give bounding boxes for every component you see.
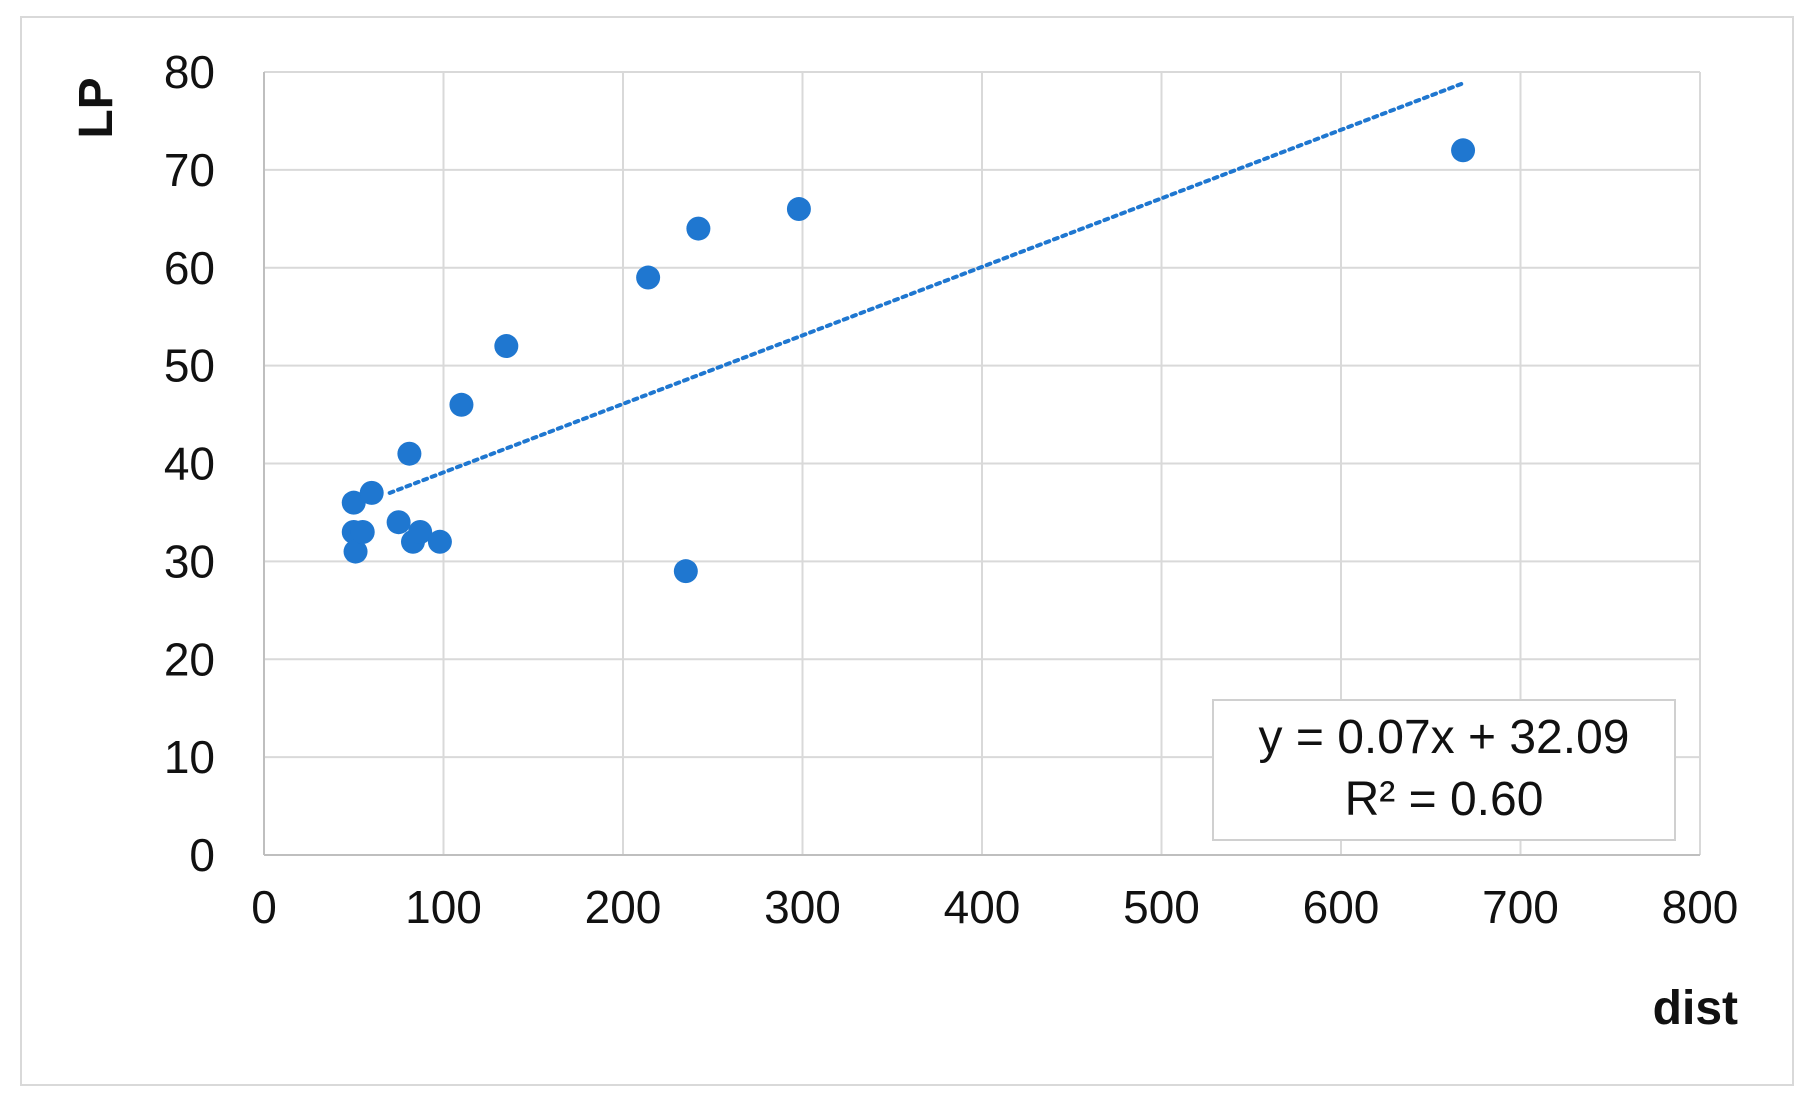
x-axis-title: dist	[1653, 982, 1738, 1035]
x-tick-label: 200	[585, 881, 662, 933]
x-tick-label: 700	[1482, 881, 1559, 933]
x-tick-label: 800	[1662, 881, 1739, 933]
x-tick-label: 300	[764, 881, 841, 933]
data-point	[386, 510, 411, 535]
x-tick-label: 0	[251, 881, 277, 933]
tick-labels: 0 100 200 300 400 500 600 700 800 0 10 20 30 40 50 60 70…	[164, 46, 1739, 933]
data-point	[341, 490, 366, 515]
y-tick-label: 30	[164, 535, 215, 587]
data-point	[449, 392, 474, 417]
y-tick-label: 70	[164, 144, 215, 196]
y-tick-label: 0	[189, 829, 215, 881]
y-tick-label: 80	[164, 46, 215, 98]
data-points	[341, 138, 1476, 584]
trendline-equation-box: y = 0.07x + 32.09 R² = 0.60	[1212, 699, 1676, 841]
trendline-layer	[387, 81, 1466, 495]
trendline-equation: y = 0.07x + 32.09	[1259, 711, 1630, 764]
y-tick-label: 50	[164, 340, 215, 392]
y-tick-label: 60	[164, 242, 215, 294]
x-tick-label: 500	[1123, 881, 1200, 933]
data-point	[636, 265, 661, 290]
data-point	[786, 197, 811, 222]
trendline-r-squared: R² = 0.60	[1345, 773, 1544, 826]
data-point	[408, 520, 433, 545]
axes	[263, 72, 1700, 856]
y-tick-label: 10	[164, 731, 215, 783]
data-point	[350, 520, 375, 545]
y-axis-title: LP	[70, 77, 123, 138]
data-point	[427, 529, 452, 554]
data-point	[494, 334, 519, 359]
trendline	[387, 81, 1466, 495]
y-tick-label: 40	[164, 438, 215, 490]
chart-frame	[20, 16, 1794, 1086]
data-point	[343, 539, 368, 564]
data-point	[686, 216, 711, 241]
data-point	[359, 480, 384, 505]
x-tick-label: 400	[944, 881, 1021, 933]
data-point	[397, 441, 422, 466]
x-tick-label: 600	[1303, 881, 1380, 933]
data-point	[673, 559, 698, 584]
data-point	[1451, 138, 1476, 163]
y-tick-label: 20	[164, 633, 215, 685]
x-tick-label: 100	[405, 881, 482, 933]
